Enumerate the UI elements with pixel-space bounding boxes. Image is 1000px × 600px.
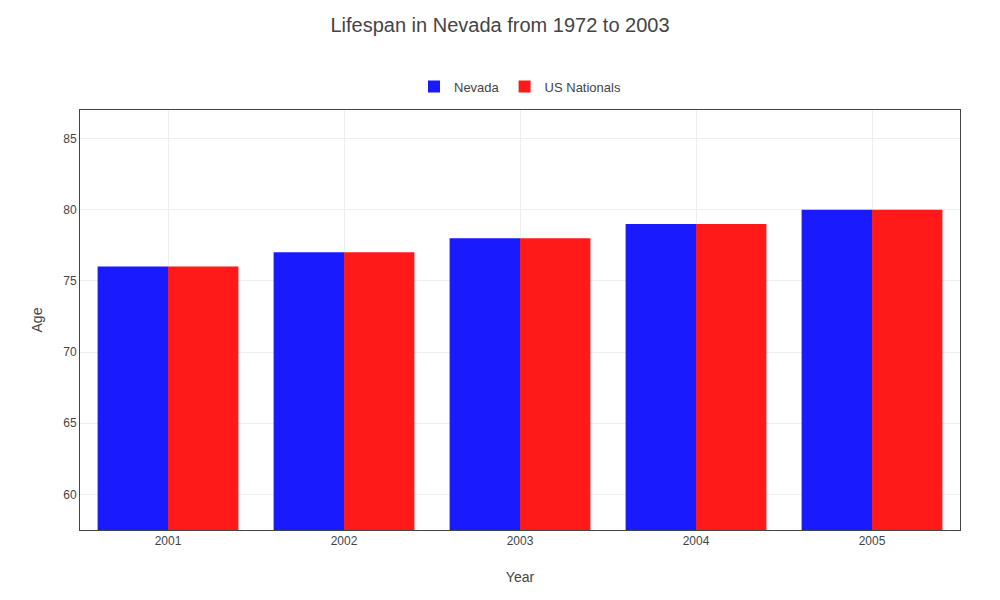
svg-text:75: 75 [63, 274, 77, 288]
svg-text:Lifespan in Nevada from 1972 t: Lifespan in Nevada from 1972 to 2003 [330, 14, 669, 36]
svg-text:85: 85 [63, 132, 77, 146]
svg-text:80: 80 [63, 203, 77, 217]
svg-text:70: 70 [63, 345, 77, 359]
svg-text:Age: Age [29, 307, 45, 332]
svg-text:Nevada: Nevada [454, 80, 500, 95]
svg-text:2003: 2003 [507, 534, 534, 548]
svg-text:60: 60 [63, 488, 77, 502]
svg-text:US Nationals: US Nationals [545, 80, 621, 95]
svg-text:2005: 2005 [859, 534, 886, 548]
svg-text:65: 65 [63, 416, 77, 430]
svg-text:2004: 2004 [683, 534, 710, 548]
svg-text:Year: Year [506, 569, 535, 585]
svg-text:2002: 2002 [331, 534, 358, 548]
svg-text:2001: 2001 [155, 534, 182, 548]
